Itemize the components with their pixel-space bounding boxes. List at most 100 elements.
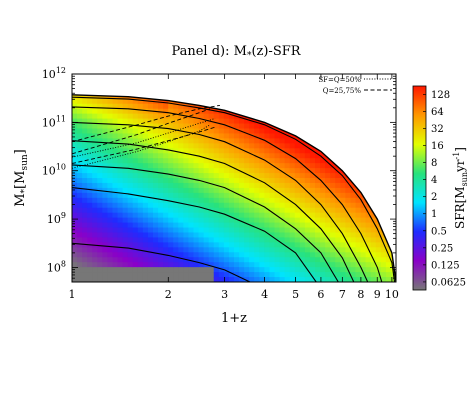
heatmap-cell [218, 267, 225, 273]
heatmap-cell [203, 202, 210, 209]
heatmap-cell [132, 212, 139, 219]
heatmap-cell [193, 222, 200, 229]
heatmap-cell [188, 89, 194, 95]
heatmap-cell [97, 153, 103, 159]
heatmap-cell [228, 118, 235, 125]
heatmap-cell [325, 267, 331, 273]
heatmap-cell [264, 197, 271, 204]
heatmap-cell [244, 207, 250, 214]
heatmap-cell [340, 178, 346, 184]
heatmap-cell [117, 182, 124, 189]
heatmap-cell [127, 103, 134, 110]
heatmap-cell [269, 182, 276, 189]
heatmap-cell [112, 182, 119, 189]
heatmap-cell [87, 222, 93, 229]
heatmap-cell [82, 237, 88, 243]
heatmap-cell [158, 267, 164, 273]
heatmap-cell [218, 108, 225, 115]
heatmap-cell [127, 247, 134, 253]
heatmap-cell [213, 113, 220, 120]
heatmap-cell [188, 148, 195, 154]
heatmap-cell [228, 252, 235, 258]
heatmap-cell [320, 163, 326, 169]
heatmap-cell [102, 163, 109, 169]
heatmap-cell [87, 217, 93, 224]
chart-title-sub: * [247, 51, 252, 61]
heatmap-cell [203, 207, 210, 214]
heatmap-cell [178, 148, 184, 154]
heatmap-cell [87, 252, 93, 258]
heatmap-cell [163, 148, 169, 154]
heatmap-cell [239, 103, 245, 110]
heatmap-cell [213, 98, 220, 105]
heatmap-cell [178, 197, 184, 204]
heatmap-cell [284, 168, 291, 174]
heatmap-cell [299, 138, 306, 144]
heatmap-cell [193, 94, 200, 100]
heatmap-cell [82, 94, 88, 100]
heatmap-cell [244, 252, 250, 258]
heatmap-cell [223, 222, 230, 229]
heatmap-cell [365, 237, 372, 243]
heatmap-cell [198, 197, 205, 204]
heatmap-cell [218, 148, 225, 154]
heatmap-cell [168, 138, 174, 144]
heatmap-cell [147, 232, 154, 239]
heatmap-cell [153, 207, 159, 214]
heatmap-cell [294, 257, 301, 263]
heatmap-cell [309, 277, 316, 282]
heatmap-cell [223, 242, 230, 248]
heatmap-cell [244, 192, 250, 199]
heatmap-cell [274, 182, 281, 189]
heatmap-cell [355, 247, 362, 253]
heatmap-cell [137, 197, 144, 204]
heatmap-cell [178, 212, 184, 219]
heatmap-cell [254, 252, 260, 258]
heatmap-cell [122, 148, 129, 154]
heatmap-cell [315, 197, 321, 204]
heatmap-cell [147, 153, 154, 159]
heatmap-cell [117, 207, 124, 214]
heatmap-cell [234, 222, 240, 229]
heatmap-cell [198, 173, 205, 179]
heatmap-cell [72, 108, 78, 115]
heatmap-cell [127, 237, 134, 243]
heatmap-cell [122, 138, 129, 144]
heatmap-cell [249, 237, 255, 243]
heatmap-cell [132, 277, 139, 282]
heatmap-cell [72, 128, 78, 135]
heatmap-cell [325, 247, 331, 253]
heatmap-cell [203, 108, 210, 115]
heatmap-cell [147, 168, 154, 174]
heatmap-cell [218, 247, 225, 253]
heatmap-cell [92, 217, 98, 224]
heatmap-cell [132, 168, 139, 174]
heatmap-cell [153, 103, 159, 110]
heatmap-cell [72, 118, 78, 125]
heatmap-cell [142, 252, 149, 258]
heatmap-cell [102, 262, 109, 268]
heatmap-cell [234, 178, 240, 184]
heatmap-cell [168, 148, 174, 154]
heatmap-cell [208, 113, 215, 120]
heatmap-cell [132, 143, 139, 149]
heatmap-cell [244, 158, 250, 164]
heatmap-cell [259, 138, 265, 144]
heatmap-cell [340, 272, 346, 278]
heatmap-cell [72, 237, 78, 243]
heatmap-cell [335, 247, 341, 253]
heatmap-cell [102, 202, 109, 209]
heatmap-cell [147, 133, 154, 139]
heatmap-cell [82, 272, 88, 278]
heatmap-cell [259, 247, 265, 253]
heatmap-cell [208, 217, 215, 224]
heatmap-cell [87, 257, 93, 263]
heatmap-cell [107, 187, 114, 194]
heatmap-cell [234, 272, 240, 278]
heatmap-cell [239, 217, 245, 224]
heatmap-cell [213, 272, 220, 278]
heatmap-cell [208, 277, 215, 282]
heatmap-cell [77, 123, 83, 130]
heatmap-cell [77, 232, 83, 239]
heatmap-cell [183, 89, 189, 95]
